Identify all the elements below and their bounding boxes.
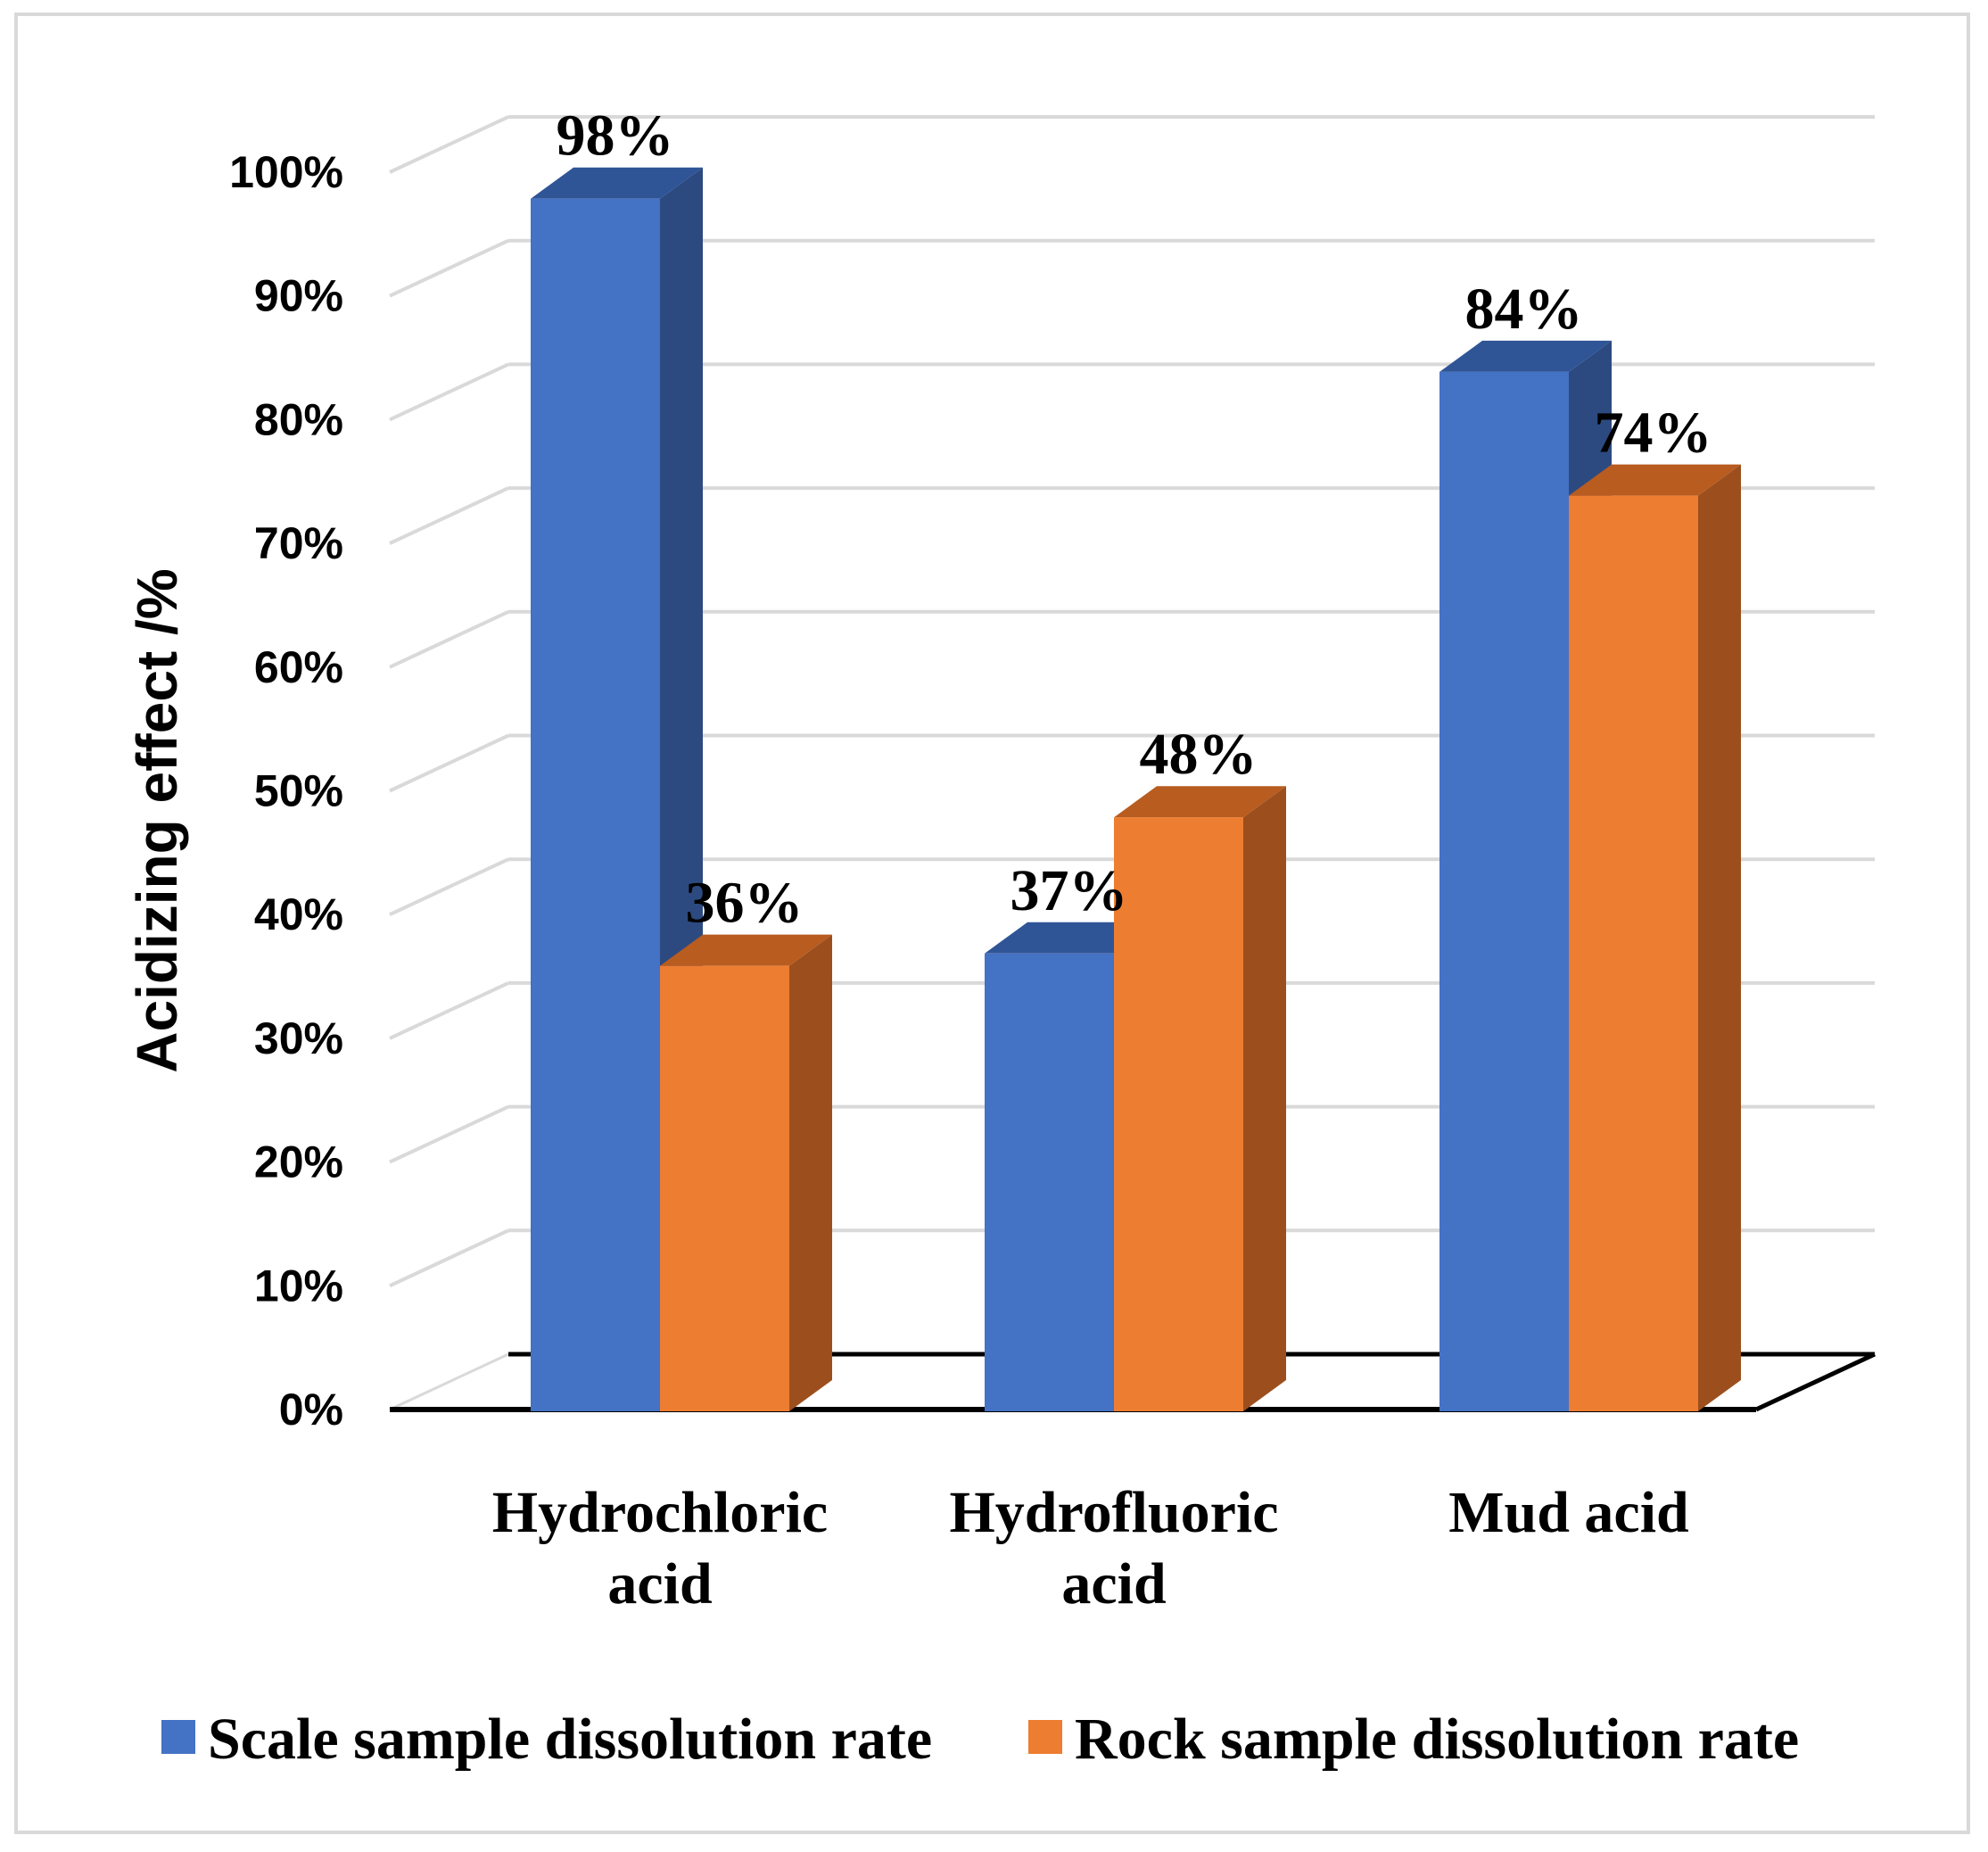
y-tick-label: 0% [279, 1385, 343, 1434]
x-axis: Hydrochloric acid Hydrofluoric acid Mud acid [492, 1480, 1689, 1616]
bar [1114, 786, 1286, 1411]
bar [1569, 464, 1741, 1411]
legend-swatch [161, 1720, 195, 1754]
y-tick-label: 100% [229, 147, 343, 197]
y-tick-label: 60% [254, 642, 343, 692]
gridline [389, 362, 1875, 422]
x-tick-label: Hydrochloric acid [492, 1480, 828, 1616]
data-label: 48% [1140, 722, 1258, 787]
legend-swatch [1028, 1720, 1062, 1754]
gridline [389, 238, 1875, 298]
data-label: 84% [1465, 277, 1583, 342]
data-labels: 98% 36% 37% 48% 84%74% [557, 103, 1712, 936]
y-tick-label: 70% [254, 518, 343, 568]
data-label: 36% [686, 871, 804, 936]
x-tick-label: Mud acid [1448, 1480, 1689, 1545]
legend-label: Rock sample dissolution rate [1075, 1707, 1799, 1772]
y-tick-label: 30% [254, 1013, 343, 1063]
data-label: 37% [1010, 858, 1128, 923]
bar [660, 934, 832, 1411]
legend-label: Scale sample dissolution rate [208, 1707, 932, 1772]
legend-item: Rock sample dissolution rate [1028, 1707, 1799, 1772]
data-label: 98% [557, 103, 674, 169]
data-label: 74% [1595, 401, 1712, 466]
y-tick-label: 10% [254, 1261, 343, 1310]
y-tick-label: 40% [254, 889, 343, 939]
y-axis-title: Acidizing effect /% [125, 568, 189, 1072]
y-tick-label: 80% [254, 394, 343, 444]
bars [531, 167, 1741, 1412]
gridline [389, 115, 1875, 174]
x-tick-label: Hydrofluoric acid [949, 1480, 1278, 1616]
y-tick-label: 50% [254, 766, 343, 816]
legend-item: Scale sample dissolution rate [161, 1707, 932, 1772]
y-tick-label: 20% [254, 1137, 343, 1187]
legend: Scale sample dissolution rate Rock sample… [161, 1707, 1799, 1772]
y-tick-label: 90% [254, 271, 343, 321]
y-axis: 0% 10% 20% 30% 40% 50% 60% 70% 80% 90% 100% [229, 147, 343, 1434]
